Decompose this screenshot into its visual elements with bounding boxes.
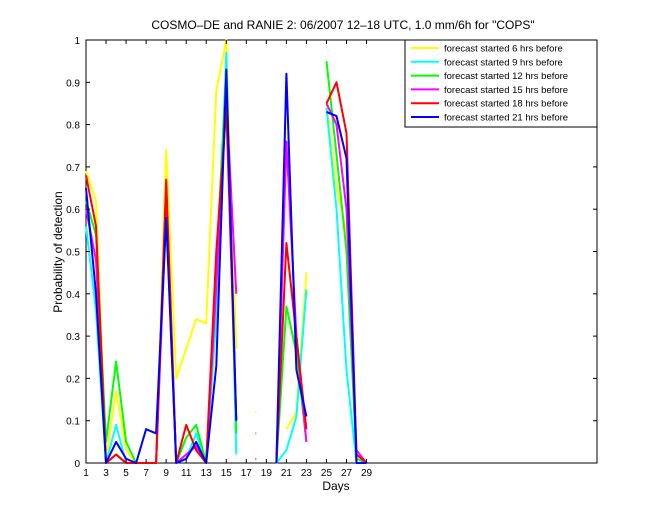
y-tick-label: 0.9 (66, 78, 80, 89)
x-tick-label: 11 (181, 468, 192, 479)
y-tick-label: 0.3 (66, 332, 80, 343)
legend-label: forecast started 15 hrs before (444, 85, 568, 96)
x-tick-label: 15 (221, 468, 233, 479)
series-6 (85, 68, 367, 464)
y-axis-label: Probability of detection (51, 191, 65, 312)
x-tick-label: 19 (261, 468, 273, 479)
x-tick-label: 1 (83, 468, 89, 479)
series-6-line-1 (275, 72, 308, 464)
y-tick-label: 1 (74, 36, 80, 47)
series-layer (85, 39, 368, 464)
x-tick-label: 7 (143, 468, 149, 479)
legend-box (404, 39, 598, 128)
x-tick-label: 9 (163, 468, 169, 479)
chart-title: COSMO–DE and RANIE 2: 06/2007 12–18 UTC,… (151, 18, 534, 32)
series-5-line-2 (325, 81, 368, 464)
y-tick-label: 0.8 (66, 121, 80, 132)
x-tick-label: 21 (281, 468, 293, 479)
series-6-line-2 (326, 110, 367, 464)
series-2-line-1 (275, 289, 308, 464)
series-3-line-3 (325, 61, 367, 464)
x-tick-label: 27 (341, 468, 353, 479)
y-tick-label: 0.7 (66, 163, 80, 174)
legend-items: forecast started 6 hrs before forecast st… (411, 44, 568, 124)
legend-label: forecast started 6 hrs before (444, 44, 563, 55)
y-tick-label: 0.2 (66, 374, 80, 385)
y-tick-label: 0 (74, 459, 80, 470)
legend-label: forecast started 12 hrs before (444, 71, 568, 82)
x-tick-label: 5 (123, 468, 129, 479)
y-tick-label: 0.1 (66, 417, 80, 428)
x-tick-label: 17 (241, 468, 253, 479)
x-axis: 1 3 5 7 9 11 13 15 17 19 21 23 25 27 29 (83, 40, 373, 479)
x-tick-label: 23 (301, 468, 313, 479)
legend: forecast started 6 hrs before forecast st… (404, 39, 598, 128)
x-tick-label: 29 (361, 468, 373, 479)
series-6-line-0 (85, 68, 238, 464)
legend-label: forecast started 18 hrs before (444, 99, 568, 110)
legend-label: forecast started 9 hrs before (444, 57, 563, 68)
series-4-line-3 (325, 102, 368, 464)
y-axis: 0 0.1 0.2 0.3 0.4 0.5 0.6 0.7 0.8 0.9 1 (66, 36, 597, 470)
y-tick-label: 0.4 (66, 290, 80, 301)
legend-label: forecast started 21 hrs before (444, 113, 568, 124)
series-5-line-1 (275, 242, 308, 464)
y-tick-label: 0.5 (66, 248, 80, 259)
y-tick-label: 0.6 (66, 205, 80, 216)
x-tick-label: 13 (201, 468, 213, 479)
x-tick-label: 3 (103, 468, 109, 479)
x-axis-label: Days (322, 479, 349, 493)
x-tick-label: 25 (321, 468, 333, 479)
